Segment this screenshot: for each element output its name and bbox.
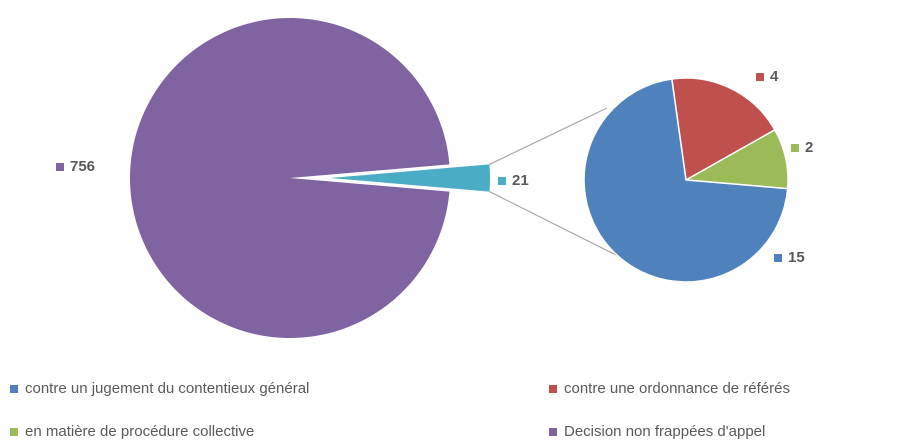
pie-slice bbox=[583, 78, 789, 283]
pie-slice bbox=[330, 164, 490, 192]
data-label: 15 bbox=[788, 249, 805, 266]
label-key bbox=[774, 254, 782, 262]
legend-key bbox=[549, 385, 557, 393]
legend-label: Decision non frappées d'appel bbox=[564, 423, 765, 440]
pie-slice bbox=[670, 77, 776, 182]
connector bbox=[489, 107, 608, 165]
pie-slice bbox=[129, 18, 450, 339]
label-key bbox=[56, 163, 64, 171]
connector bbox=[489, 191, 621, 258]
data-label: 756 bbox=[70, 158, 95, 175]
legend-key bbox=[10, 385, 18, 393]
data-label: 2 bbox=[805, 139, 813, 156]
legend-label: en matière de procédure collective bbox=[25, 423, 254, 440]
legend-label: contre une ordonnance de référés bbox=[564, 380, 790, 397]
label-key bbox=[498, 177, 506, 185]
label-key bbox=[791, 144, 799, 152]
label-key bbox=[756, 73, 764, 81]
legend-key bbox=[549, 428, 557, 436]
legend-label: contre un jugement du contentieux généra… bbox=[25, 380, 309, 397]
legend-key bbox=[10, 428, 18, 436]
data-label: 4 bbox=[770, 68, 779, 85]
data-label: 21 bbox=[512, 172, 529, 189]
